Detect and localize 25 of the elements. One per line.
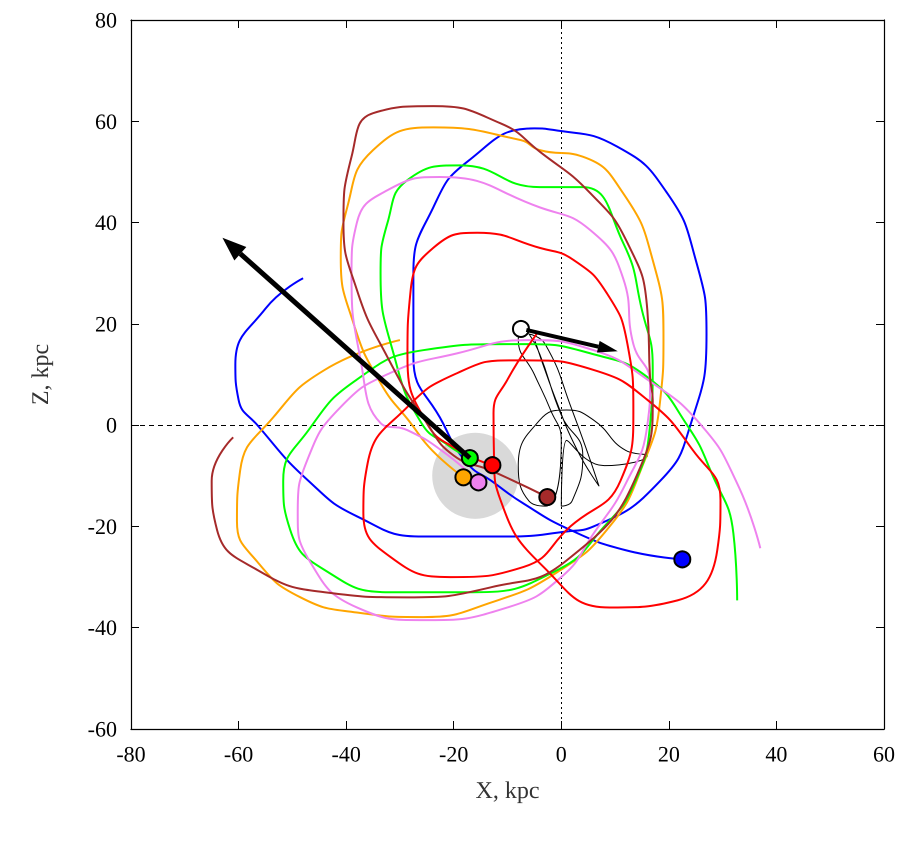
x-tick-label: 0 [556, 742, 567, 766]
y-tick-label: -20 [88, 514, 117, 539]
y-tick-label: 60 [95, 108, 117, 134]
x-tick-label: -20 [439, 742, 468, 766]
y-axis-title: Z, kpc [28, 344, 54, 406]
point [454, 468, 472, 486]
point [538, 488, 556, 506]
y-tick-label: 40 [95, 210, 117, 236]
y-tick-label: -40 [88, 615, 117, 640]
point [673, 550, 692, 568]
x-tick-label: 20 [658, 742, 680, 766]
point [483, 456, 502, 474]
x-tick-label: -40 [331, 742, 361, 766]
y-tick-label: -60 [88, 716, 117, 742]
y-tick-label: 80 [95, 8, 117, 32]
x-tick-label: 60 [873, 742, 895, 766]
point [469, 473, 488, 492]
y-tick-label: 0 [106, 412, 117, 438]
point [512, 320, 530, 338]
x-tick-label: -80 [116, 742, 146, 766]
line-series [362, 232, 722, 608]
x-tick-label: 40 [765, 742, 788, 766]
y-tick-label: 20 [95, 311, 117, 336]
x-tick-label: -60 [224, 742, 254, 766]
x-axis-title: X, kpc [476, 778, 540, 804]
